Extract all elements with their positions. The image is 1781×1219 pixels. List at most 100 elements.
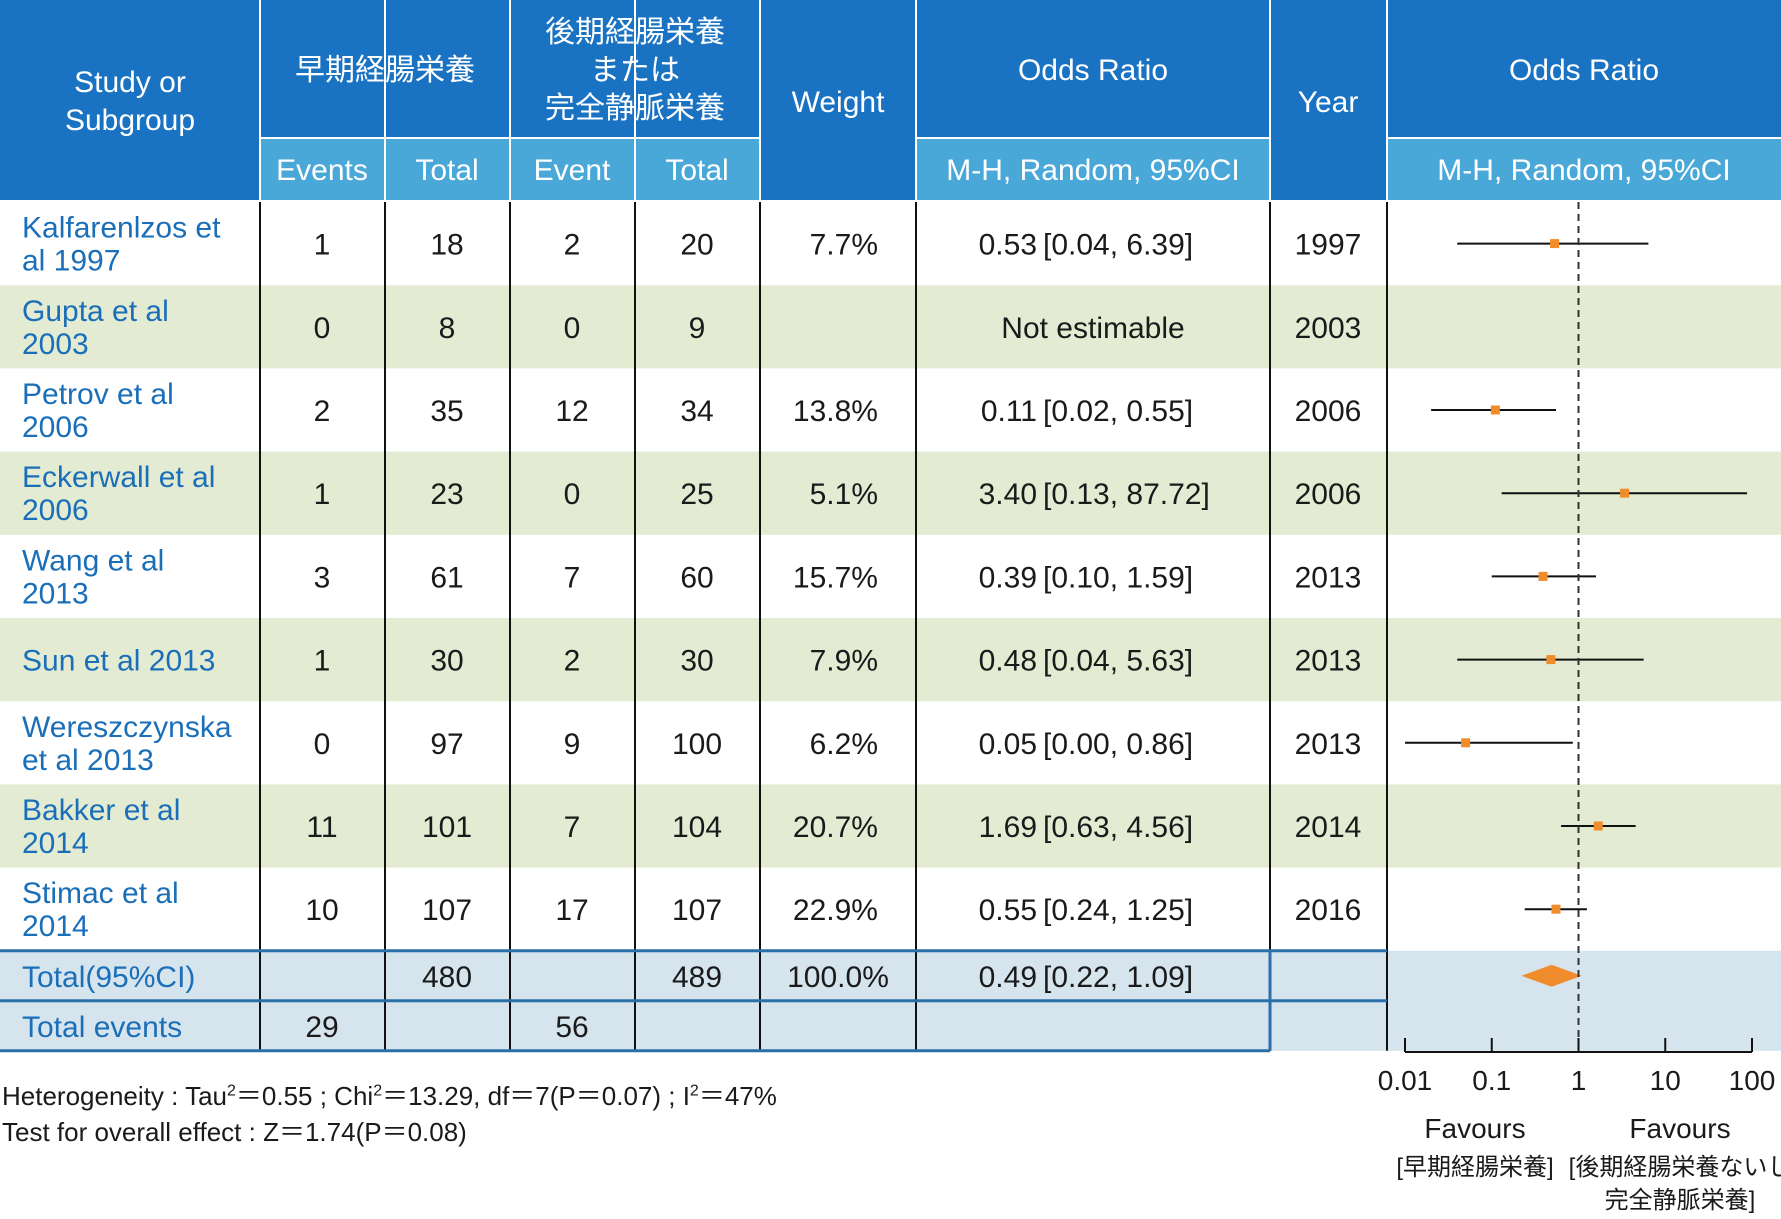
het-part-a: Heterogeneity : Tau bbox=[2, 1081, 227, 1111]
favours-left-line2: [早期経腸栄養] bbox=[1396, 1154, 1553, 1181]
study-name-line1: Wereszczynska bbox=[22, 711, 232, 744]
table-grid-lines bbox=[0, 202, 1388, 1053]
odds-ratio-value: 0.48 bbox=[979, 645, 1037, 678]
odds-ratio-value: Not estimable bbox=[1001, 312, 1184, 345]
total-early: 107 bbox=[422, 894, 472, 927]
favours-right-line2: [後期経腸栄養ないし bbox=[1569, 1154, 1781, 1181]
study-name-line2: 2013 bbox=[22, 577, 89, 610]
study-name-line2: 2006 bbox=[22, 411, 89, 444]
weight-value: 5.1% bbox=[810, 478, 878, 511]
total-early-sum: 480 bbox=[422, 961, 472, 994]
study-year: 2006 bbox=[1295, 478, 1362, 511]
events-early: 1 bbox=[314, 229, 331, 262]
header-bg-light-method bbox=[916, 138, 1270, 200]
events-late: 0 bbox=[564, 312, 581, 345]
events-early: 11 bbox=[306, 811, 337, 844]
het-part-g: ＝47% bbox=[698, 1081, 777, 1111]
total-late: 20 bbox=[680, 229, 713, 262]
total-early: 8 bbox=[439, 312, 456, 345]
weight-value: 20.7% bbox=[793, 811, 878, 844]
heterogeneity-text: Heterogeneity : Tau2＝0.55 ; Chi2＝13.29, … bbox=[2, 1076, 777, 1113]
study-year: 2013 bbox=[1295, 645, 1362, 678]
header-total-2: Total bbox=[665, 154, 728, 187]
events-late: 2 bbox=[564, 645, 581, 678]
het-sup-i: 2 bbox=[689, 1082, 699, 1100]
total-early: 23 bbox=[430, 478, 463, 511]
forest-plot-area bbox=[1405, 202, 1748, 1052]
weight-value: 13.8% bbox=[793, 395, 878, 428]
study-name-line2: et al 2013 bbox=[22, 744, 154, 777]
study-year: 2013 bbox=[1295, 561, 1362, 594]
study-name-line1: Gupta et al bbox=[22, 295, 169, 328]
total-late: 25 bbox=[680, 478, 713, 511]
overall-effect-text: Test for overall effect : Z＝1.74(P＝0.08) bbox=[2, 1117, 467, 1147]
point-estimate bbox=[1593, 821, 1603, 831]
events-late: 12 bbox=[555, 395, 588, 428]
events-early: 0 bbox=[314, 312, 331, 345]
header-odds-ratio-table: Odds Ratio bbox=[1018, 54, 1168, 87]
events-early: 0 bbox=[314, 728, 331, 761]
total-weight: 100.0% bbox=[787, 961, 889, 994]
total-early: 18 bbox=[430, 229, 463, 262]
events-early: 2 bbox=[314, 395, 331, 428]
odds-ratio-value: 3.40 bbox=[979, 478, 1037, 511]
point-estimate bbox=[1551, 904, 1561, 914]
events-late: 7 bbox=[564, 561, 581, 594]
het-part-e: ＝13.29, df＝7(P＝0.07) ; I bbox=[382, 1081, 690, 1111]
events-early: 10 bbox=[305, 894, 338, 927]
study-name-line1: Bakker et al bbox=[22, 794, 180, 827]
het-sup-tau: 2 bbox=[227, 1082, 236, 1100]
header-bg-light-plot bbox=[1387, 138, 1781, 200]
point-estimate bbox=[1620, 488, 1630, 498]
study-name: Sun et al 2013 bbox=[22, 645, 216, 678]
favours-right-line1: Favours bbox=[1629, 1113, 1730, 1144]
total-late: 9 bbox=[689, 312, 706, 345]
row-shade bbox=[0, 784, 1781, 868]
het-sup-chi: 2 bbox=[373, 1082, 383, 1100]
point-estimate bbox=[1490, 405, 1500, 415]
study-name-line2: al 1997 bbox=[22, 245, 120, 278]
events-late: 0 bbox=[564, 478, 581, 511]
header-bg-dark-study bbox=[0, 138, 260, 200]
het-part-c: ＝0.55 ; Chi bbox=[235, 1081, 374, 1111]
study-year: 2013 bbox=[1295, 728, 1362, 761]
study-name-line2: 2014 bbox=[22, 827, 89, 860]
odds-ratio-value: 1.69 bbox=[979, 811, 1037, 844]
header-odds-ratio-plot: Odds Ratio bbox=[1509, 54, 1659, 87]
study-name-line1: Petrov et al bbox=[22, 378, 174, 411]
events-late: 7 bbox=[564, 811, 581, 844]
x-tick-label: 100 bbox=[1729, 1065, 1776, 1096]
study-name-line1: Stimac et al bbox=[22, 877, 179, 910]
events-early: 3 bbox=[314, 561, 331, 594]
total-early: 97 bbox=[430, 728, 463, 761]
total-events-late: 56 bbox=[555, 1011, 588, 1044]
weight-value: 7.9% bbox=[810, 645, 878, 678]
confidence-interval: [0.13, 87.72] bbox=[1043, 478, 1210, 511]
study-name-line1: Wang et al bbox=[22, 544, 164, 577]
point-estimate bbox=[1538, 571, 1548, 581]
header-events-2: Event bbox=[534, 154, 611, 187]
header-bg-dark bbox=[0, 0, 1781, 138]
point-estimate bbox=[1550, 239, 1560, 249]
favours-right-line3: 完全静脈栄養] bbox=[1605, 1187, 1756, 1214]
point-estimate bbox=[1546, 655, 1556, 665]
total-early: 61 bbox=[430, 561, 463, 594]
confidence-interval: [0.24, 1.25] bbox=[1043, 894, 1193, 927]
x-tick-label: 0.1 bbox=[1472, 1065, 1511, 1096]
total-early: 35 bbox=[430, 395, 463, 428]
study-name-line1: Kalfarenlzos et bbox=[22, 212, 221, 245]
odds-ratio-value: 0.05 bbox=[979, 728, 1037, 761]
total-late: 104 bbox=[672, 811, 722, 844]
header-year: Year bbox=[1298, 86, 1359, 119]
study-year: 2003 bbox=[1295, 312, 1362, 345]
favours-left-line1: Favours bbox=[1424, 1113, 1525, 1144]
study-name-line2: 2003 bbox=[22, 328, 89, 361]
events-late: 2 bbox=[564, 229, 581, 262]
row-backgrounds bbox=[0, 285, 1781, 1051]
x-tick-label: 1 bbox=[1571, 1065, 1587, 1096]
row-shade bbox=[0, 451, 1781, 535]
confidence-interval: [0.10, 1.59] bbox=[1043, 561, 1193, 594]
total-late: 34 bbox=[680, 395, 713, 428]
